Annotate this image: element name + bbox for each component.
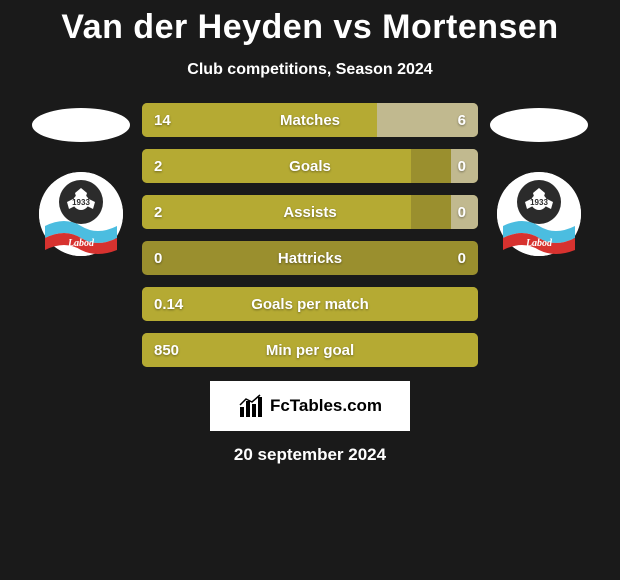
stat-left-value: 0 — [154, 250, 162, 267]
logo-bottom-text: Labod — [67, 238, 95, 249]
stat-label: Assists — [283, 204, 336, 221]
stat-bars: 14 Matches 6 2 Goals 0 2 Assists 0 0 Hattricks 0 0.1… — [142, 103, 478, 367]
stat-bar-left-fill — [142, 195, 411, 229]
stat-left-value: 14 — [154, 112, 171, 129]
right-club-logo: 1933 Labod — [497, 172, 581, 256]
right-side: 1933 Labod — [488, 103, 590, 256]
chart-bars-icon — [238, 393, 264, 419]
left-player-ellipse — [32, 108, 130, 142]
club-badge-icon: 1933 Labod — [39, 172, 123, 256]
stat-bar: 2 Assists 0 — [142, 195, 478, 229]
stat-right-value: 0 — [458, 204, 466, 221]
comparison-card: Van der Heyden vs Mortensen Club competi… — [0, 0, 620, 465]
stat-bar: 0 Hattricks 0 — [142, 241, 478, 275]
logo-year: 1933 — [72, 198, 90, 207]
club-badge-icon: 1933 Labod — [497, 172, 581, 256]
left-side: 1933 Labod — [30, 103, 132, 256]
stat-left-value: 2 — [154, 158, 162, 175]
stat-label: Min per goal — [266, 342, 354, 359]
stat-label: Goals — [289, 158, 331, 175]
logo-bottom-text: Labod — [525, 238, 553, 249]
stat-label: Hattricks — [278, 250, 342, 267]
stat-left-value: 0.14 — [154, 296, 183, 313]
right-player-ellipse — [490, 108, 588, 142]
logo-year: 1933 — [530, 198, 548, 207]
subtitle: Club competitions, Season 2024 — [0, 61, 620, 79]
stat-right-value: 6 — [458, 112, 466, 129]
stat-label: Goals per match — [251, 296, 369, 313]
stat-bar: 0.14 Goals per match — [142, 287, 478, 321]
stat-bar-left-fill — [142, 149, 411, 183]
main-row: 1933 Labod 14 Matches 6 2 Goals 0 2 Assists 0 0 Ha… — [0, 103, 620, 367]
stat-right-value: 0 — [458, 158, 466, 175]
stat-bar: 850 Min per goal — [142, 333, 478, 367]
stat-right-value: 0 — [458, 250, 466, 267]
left-club-logo: 1933 Labod — [39, 172, 123, 256]
watermark-text: FcTables.com — [270, 396, 382, 416]
stat-bar: 2 Goals 0 — [142, 149, 478, 183]
page-title: Van der Heyden vs Mortensen — [0, 8, 620, 47]
watermark: FcTables.com — [210, 381, 410, 431]
stat-bar-left-fill — [142, 103, 377, 137]
stat-label: Matches — [280, 112, 340, 129]
stat-bar: 14 Matches 6 — [142, 103, 478, 137]
stat-left-value: 850 — [154, 342, 179, 359]
date: 20 september 2024 — [0, 445, 620, 465]
stat-left-value: 2 — [154, 204, 162, 221]
